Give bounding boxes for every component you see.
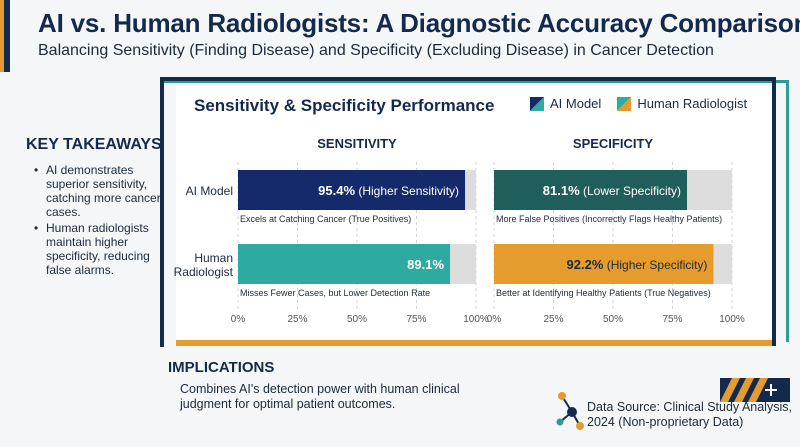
bar: [494, 170, 688, 210]
implications-heading: IMPLICATIONS: [168, 359, 275, 376]
data-label: 92.2% (Higher Specificity): [567, 257, 708, 272]
bar: [494, 244, 714, 284]
category-label: Human: [194, 251, 233, 265]
legend-label-ai: AI Model: [550, 96, 602, 111]
data-label: 81.1% (Lower Specificity): [543, 183, 681, 198]
legend-swatch-ai: [530, 96, 544, 111]
category-label: Radiologist: [174, 265, 234, 279]
tick-label: 75%: [662, 314, 682, 325]
takeaway-item: Human radiologists maintain higher speci…: [34, 221, 162, 277]
corner-accent: [0, 0, 10, 72]
page-title: AI vs. Human Radiologists: A Diagnostic …: [38, 8, 800, 38]
category-label: AI Model: [186, 184, 233, 198]
chart-title: Sensitivity & Specificity Performance: [194, 96, 495, 115]
tick-label: 50%: [347, 314, 367, 325]
legend-item-ai: AI Model: [530, 96, 601, 111]
bar-annotation: Better at Identifying Healthy Patients (…: [496, 288, 711, 298]
panel-title: SPECIFICITY: [573, 136, 654, 151]
panel-frame-orange: [176, 340, 772, 346]
data-label: 95.4% (Higher Sensitivity): [318, 183, 459, 198]
panel-frame-navy: [160, 77, 776, 347]
legend-item-human: Human Radiologist: [617, 96, 747, 111]
tick-label: 0%: [231, 314, 246, 325]
data-source: Data Source: Clinical Study Analysis, 20…: [587, 400, 792, 429]
tick-label: 25%: [543, 314, 563, 325]
tick-label: 50%: [603, 314, 623, 325]
panel-title: SENSITIVITY: [317, 136, 397, 151]
bar: [238, 170, 466, 210]
legend-swatch-human: [617, 96, 632, 111]
network-icon: [556, 378, 790, 430]
page-subtitle: Balancing Sensitivity (Finding Disease) …: [38, 42, 714, 59]
legend-label-human: Human Radiologist: [637, 96, 748, 111]
tick-label: 0%: [487, 314, 502, 325]
corner-accent-stripe: [0, 0, 4, 72]
key-takeaways-heading: KEY TAKEAWAYS: [26, 136, 162, 153]
panel-frame-teal: [162, 80, 789, 342]
key-takeaways-list: AI demonstrates superior sensitivity, ca…: [34, 163, 162, 279]
chart-legend: AI Model Human Radiologist: [530, 96, 755, 111]
bar-annotation: Excels at Catching Cancer (True Positive…: [240, 214, 411, 224]
bar-annotation: More False Positives (Incorrectly Flags …: [496, 214, 722, 224]
panel-frame-navy-right: [772, 80, 776, 346]
implications-text: Combines AI's detection power with human…: [180, 382, 460, 411]
bar-annotation: Misses Fewer Cases, but Lower Detection …: [240, 288, 430, 298]
tick-label: 25%: [287, 314, 307, 325]
bar: [238, 244, 451, 284]
tick-label: 100%: [719, 314, 745, 325]
tick-label: 100%: [463, 314, 489, 325]
takeaway-item: AI demonstrates superior sensitivity, ca…: [34, 163, 162, 219]
tick-label: 75%: [406, 314, 426, 325]
data-label: 89.1%: [407, 257, 444, 272]
